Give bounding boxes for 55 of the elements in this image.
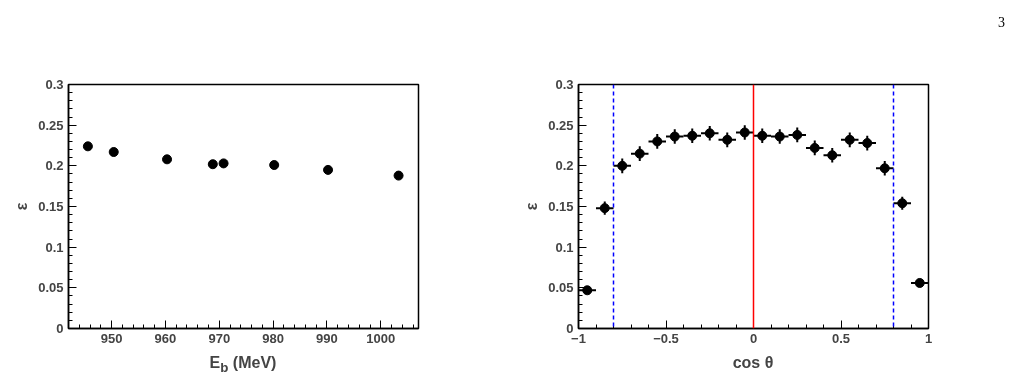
point bbox=[634, 148, 645, 159]
point bbox=[897, 198, 908, 209]
x-axis-title: E$_{b}$ (MeV) bbox=[209, 353, 277, 378]
point bbox=[704, 128, 715, 139]
y-axis-title: ε bbox=[13, 202, 31, 211]
y-tick-label: 0.15 bbox=[38, 199, 64, 214]
x-axis-title: cos θ bbox=[732, 353, 774, 373]
text: 3 bbox=[998, 14, 1005, 32]
point bbox=[669, 131, 680, 142]
x-tick-label: 980 bbox=[262, 330, 284, 346]
x-tick-label: 950 bbox=[100, 330, 123, 346]
x-tick-label: 960 bbox=[154, 330, 177, 346]
x-tick-label: 0.5 bbox=[831, 330, 851, 346]
point bbox=[218, 158, 229, 169]
y-tick-label: 0.2 bbox=[555, 158, 574, 174]
y-tick-label: 0.05 bbox=[548, 280, 574, 296]
point bbox=[809, 142, 820, 153]
point bbox=[652, 136, 663, 147]
y-tick-label: 0.2 bbox=[45, 158, 64, 174]
point bbox=[323, 164, 334, 175]
point bbox=[393, 170, 404, 181]
x-tick-label: 970 bbox=[208, 330, 231, 346]
point bbox=[162, 154, 173, 165]
y-tick-label: 0.3 bbox=[555, 77, 574, 92]
point bbox=[739, 127, 750, 138]
y-tick-label: 0.15 bbox=[548, 199, 574, 214]
x-tick-label: 1 bbox=[924, 330, 933, 346]
x-tick-label: 0 bbox=[749, 330, 758, 346]
point bbox=[207, 159, 218, 170]
point bbox=[827, 150, 838, 161]
point bbox=[844, 134, 855, 145]
point bbox=[108, 147, 119, 157]
y-tick-label: 0.05 bbox=[38, 280, 64, 296]
point bbox=[617, 160, 628, 171]
x-tick-label: 1000 bbox=[366, 330, 396, 346]
point bbox=[722, 134, 733, 145]
y-tick-label: 0.1 bbox=[45, 239, 64, 255]
point bbox=[879, 163, 890, 174]
y-tick-label: 0.3 bbox=[45, 77, 64, 92]
y-axis-title: ε bbox=[523, 202, 541, 211]
point bbox=[914, 277, 925, 288]
y-tick-label: 0.1 bbox=[555, 239, 574, 255]
y-tick-label: 0.25 bbox=[38, 117, 64, 133]
point bbox=[774, 131, 785, 142]
point bbox=[82, 141, 93, 152]
x-tick-label: 990 bbox=[316, 330, 338, 346]
point bbox=[582, 285, 593, 296]
y-tick-label: 0.25 bbox=[548, 117, 574, 133]
point bbox=[862, 138, 873, 149]
point bbox=[757, 130, 768, 141]
point bbox=[269, 160, 280, 171]
point bbox=[599, 203, 610, 214]
point bbox=[792, 129, 803, 140]
x-tick-label: −0.5 bbox=[653, 330, 679, 346]
point bbox=[687, 130, 698, 141]
